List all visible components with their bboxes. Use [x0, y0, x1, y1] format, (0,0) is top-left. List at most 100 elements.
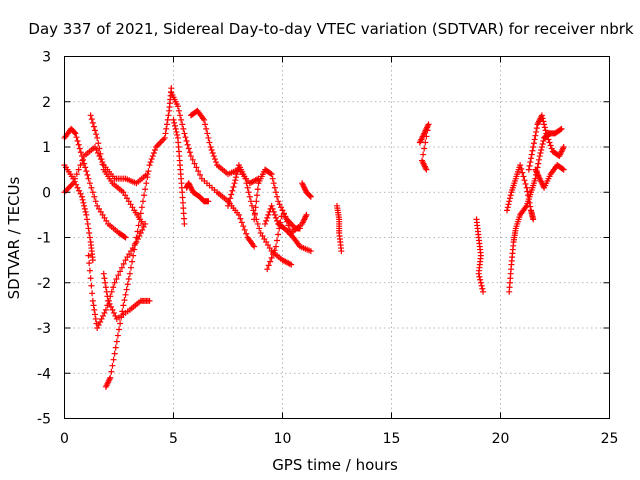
data-point — [108, 368, 115, 375]
data-point — [271, 184, 278, 191]
data-point — [279, 207, 286, 214]
data-point — [173, 128, 180, 135]
data-point — [113, 338, 120, 345]
x-tick-label: 25 — [601, 431, 619, 447]
data-point — [109, 362, 116, 369]
data-point — [174, 131, 181, 138]
data-point — [83, 168, 90, 175]
data-point — [184, 141, 191, 148]
data-point — [99, 161, 106, 168]
data-point — [120, 302, 127, 309]
data-point — [97, 208, 104, 215]
data-point — [121, 233, 128, 240]
data-point — [201, 116, 208, 123]
data-point — [527, 159, 534, 166]
data-point — [178, 116, 185, 123]
data-point — [94, 202, 101, 209]
series-track-b — [61, 162, 96, 264]
data-point — [425, 121, 432, 128]
data-point — [250, 207, 257, 214]
data-point — [528, 151, 535, 158]
data-point — [238, 219, 245, 226]
data-point — [277, 219, 284, 226]
data-point — [480, 288, 487, 295]
data-point — [183, 137, 190, 144]
data-point — [137, 210, 144, 217]
data-point — [102, 306, 109, 313]
data-point — [235, 211, 242, 218]
data-point — [118, 264, 125, 271]
data-point — [283, 218, 290, 225]
data-point — [92, 315, 99, 322]
data-point — [100, 270, 107, 277]
data-point — [79, 157, 86, 164]
data-point — [530, 144, 537, 150]
data-point — [105, 297, 112, 304]
data-point — [266, 245, 273, 252]
series-track-r — [416, 121, 432, 173]
series-track-d — [87, 112, 146, 227]
data-point — [90, 302, 97, 309]
data-point — [540, 137, 547, 144]
data-point — [558, 125, 565, 132]
series-track-u — [504, 162, 537, 223]
data-point — [140, 223, 147, 230]
x-axis-label: GPS time / hours — [272, 456, 398, 474]
data-point — [163, 121, 170, 128]
data-point — [423, 166, 430, 173]
data-point — [103, 288, 110, 295]
data-point — [206, 139, 213, 146]
data-point — [82, 164, 89, 171]
data-point — [267, 170, 274, 177]
data-point — [179, 121, 186, 128]
series-track-p — [299, 180, 314, 200]
data-point — [254, 192, 261, 199]
data-point — [72, 130, 79, 137]
data-point — [528, 155, 535, 162]
data-point — [102, 284, 109, 291]
data-point — [226, 199, 233, 206]
data-point — [84, 216, 91, 223]
data-point — [76, 145, 83, 152]
data-point — [560, 166, 567, 173]
data-point — [478, 282, 485, 289]
data-point — [424, 127, 431, 134]
data-point — [94, 325, 101, 331]
data-point — [100, 312, 107, 319]
data-point — [526, 162, 533, 169]
data-point — [276, 201, 283, 208]
data-point — [270, 251, 277, 258]
data-point — [83, 211, 90, 218]
data-point — [307, 193, 314, 200]
data-point — [538, 112, 545, 119]
data-point — [172, 125, 179, 132]
data-point — [112, 312, 119, 319]
data-point — [114, 332, 121, 339]
data-point — [73, 171, 80, 178]
series-track-g — [102, 85, 175, 390]
data-point — [225, 202, 231, 209]
data-point — [234, 168, 241, 175]
data-point — [520, 173, 527, 180]
data-point — [85, 175, 92, 182]
data-point — [507, 192, 514, 199]
data-point — [186, 149, 193, 156]
data-point — [243, 180, 250, 187]
data-point — [179, 189, 186, 196]
data-point — [170, 116, 177, 123]
data-point — [180, 125, 187, 132]
data-point — [251, 210, 258, 217]
data-point — [145, 168, 152, 175]
data-point — [477, 279, 484, 286]
data-point — [274, 217, 281, 224]
y-tick-label: -5 — [37, 412, 51, 428]
data-point — [539, 140, 546, 147]
y-tick-label: -3 — [37, 321, 51, 337]
data-point — [113, 275, 120, 282]
data-point — [504, 207, 511, 214]
data-point — [151, 147, 158, 154]
data-point — [88, 184, 95, 191]
data-point — [529, 147, 536, 154]
data-point — [161, 134, 168, 141]
